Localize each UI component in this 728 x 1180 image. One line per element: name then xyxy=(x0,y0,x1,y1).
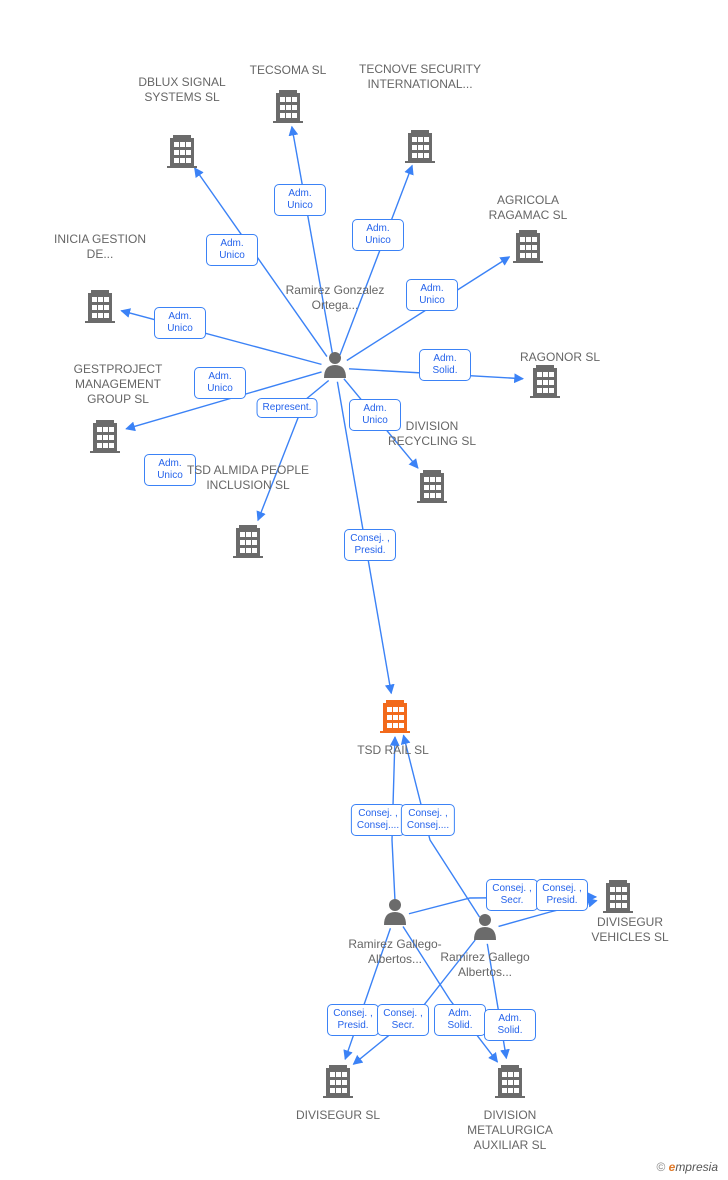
edge-label: Adm. Unico xyxy=(352,219,404,251)
building-icon[interactable] xyxy=(530,365,560,398)
edge-label: Consej. , Presid. xyxy=(327,1004,379,1036)
edge-label: Adm. Unico xyxy=(154,307,206,339)
node-label: DIVISEGUR SL xyxy=(273,1108,403,1123)
edge-label: Adm. Solid. xyxy=(484,1009,536,1041)
node-label: Ramirez Gallego Albertos... xyxy=(435,950,535,980)
building-icon[interactable] xyxy=(167,135,197,168)
edge-label: Consej. , Secr. xyxy=(377,1004,429,1036)
node-label: AGRICOLA RAGAMAC SL xyxy=(468,193,588,223)
diagram-canvas xyxy=(0,0,728,1180)
edge-label: Adm. Solid. xyxy=(419,349,471,381)
node-label: TSD RAIL SL xyxy=(323,743,463,758)
edge-label: Consej. , Secr. xyxy=(486,879,538,911)
node-label: DBLUX SIGNAL SYSTEMS SL xyxy=(132,75,232,105)
building-icon[interactable] xyxy=(273,90,303,123)
person-icon[interactable] xyxy=(384,899,406,925)
node-label: TECNOVE SECURITY INTERNATIONAL... xyxy=(350,62,490,92)
edge-label: Adm. Unico xyxy=(206,234,258,266)
edge-label: Consej. , Consej.... xyxy=(351,804,405,836)
node-label: DIVISION RECYCLING SL xyxy=(372,419,492,449)
building-icon[interactable] xyxy=(85,290,115,323)
brand-rest: mpresia xyxy=(675,1160,718,1174)
edge-label: Consej. , Presid. xyxy=(536,879,588,911)
edge-line xyxy=(292,127,333,355)
building-icon[interactable] xyxy=(417,470,447,503)
building-icon[interactable] xyxy=(380,700,410,733)
edge-label: Represent. xyxy=(257,398,318,418)
copyright-symbol: © xyxy=(656,1160,665,1174)
person-icon[interactable] xyxy=(474,914,496,940)
building-icon[interactable] xyxy=(90,420,120,453)
building-icon[interactable] xyxy=(233,525,263,558)
edge-label: Adm. Unico xyxy=(406,279,458,311)
edge-label: Adm. Solid. xyxy=(434,1004,486,1036)
edge-line xyxy=(121,311,321,365)
node-label: Ramirez Gallego-Albertos... xyxy=(345,937,445,967)
node-label: INICIA GESTION DE... xyxy=(50,232,150,262)
edge-label: Adm. Unico xyxy=(274,184,326,216)
node-label: TSD ALMIDA PEOPLE INCLUSION SL xyxy=(183,463,313,493)
building-icon[interactable] xyxy=(405,130,435,163)
building-icon[interactable] xyxy=(603,880,633,913)
node-label: GESTPROJECT MANAGEMENT GROUP SL xyxy=(53,362,183,407)
edge-label: Consej. , Presid. xyxy=(344,529,396,561)
edge-label: Consej. , Consej.... xyxy=(401,804,455,836)
node-label: RAGONOR SL xyxy=(500,350,620,365)
footer-attribution: © empresia xyxy=(656,1160,718,1174)
node-label: TECSOMA SL xyxy=(228,63,348,78)
building-icon[interactable] xyxy=(495,1065,525,1098)
node-label: DIVISION METALURGICA AUXILIAR SL xyxy=(440,1108,580,1153)
edge-label: Adm. Unico xyxy=(194,367,246,399)
building-icon[interactable] xyxy=(513,230,543,263)
node-label: Ramirez Gonzalez Ortega... xyxy=(285,283,385,313)
node-label: DIVISEGUR VEHICLES SL xyxy=(570,915,690,945)
building-icon[interactable] xyxy=(323,1065,353,1098)
